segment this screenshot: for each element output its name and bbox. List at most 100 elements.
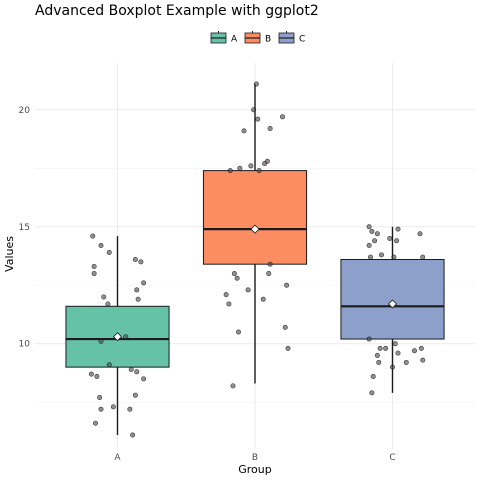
legend-key-C: C [278,31,305,45]
data-point [256,168,262,174]
data-point [378,252,384,258]
data-point [101,294,107,300]
box-B [202,84,308,384]
data-point [369,228,375,234]
data-point [223,292,229,298]
data-point [132,257,138,263]
data-point [417,231,423,237]
data-point [128,366,134,372]
data-point [130,432,136,438]
x-axis-title: Group [238,463,272,476]
data-point [420,254,426,260]
y-tick-label: 20 [19,106,31,116]
data-point [241,128,247,134]
data-point [141,280,147,286]
data-point [372,238,378,244]
data-point [395,350,401,356]
data-point [141,376,147,382]
legend-label: C [299,35,305,45]
legend-label: A [231,35,238,45]
data-point [134,369,140,375]
data-point [420,357,426,363]
data-point [138,259,144,265]
data-point [267,126,273,132]
box-A [65,236,170,435]
data-point [366,242,372,248]
data-point [366,224,372,230]
data-point [234,275,240,281]
data-point [411,348,417,354]
data-point [94,373,100,379]
mean-marker [250,224,260,234]
data-point [236,329,242,335]
mean-marker [387,299,398,309]
legend: A B C [210,31,305,45]
data-point [264,158,270,164]
data-point [245,287,251,293]
data-point [91,264,97,270]
data-point [98,406,104,412]
y-tick-label: 15 [19,223,30,233]
axis-ticks: 10 15 20 A B C [19,106,396,463]
data-point [105,301,111,307]
data-point [367,254,373,260]
legend-key-A: A [210,31,238,45]
data-point [282,324,288,330]
data-point [134,287,140,293]
data-point [98,242,104,248]
boxes [65,84,445,435]
data-point [387,235,393,241]
x-tick-label: C [389,453,395,463]
data-point [90,233,96,239]
data-point [97,395,103,401]
data-point [127,406,133,412]
box-body [202,170,308,265]
data-point [403,359,409,365]
x-tick-label: B [252,453,258,463]
jitter-points [88,81,426,438]
data-point [88,371,94,377]
data-point [248,163,254,169]
x-tick-label: A [114,453,121,463]
box-C [340,226,445,393]
data-point [91,271,97,277]
data-point [369,390,375,396]
data-point [98,338,104,344]
data-point [285,345,291,351]
y-tick-label: 10 [19,340,31,350]
data-point [266,271,272,277]
data-point [284,282,290,288]
data-point [110,404,116,410]
legend-key-B: B [244,31,271,45]
data-point [395,226,401,232]
data-point [389,364,395,370]
data-point [366,336,372,342]
data-point [394,238,400,244]
data-point [267,261,273,267]
y-axis-title: Values [3,236,16,272]
data-point [392,341,398,347]
data-point [418,345,424,351]
legend-label: B [265,35,271,45]
data-point [376,359,382,365]
data-point [93,420,99,426]
data-point [230,383,236,389]
data-point [226,301,232,307]
chart-title: Advanced Boxplot Example with ggplot2 [35,3,319,19]
data-point [374,231,380,237]
mean-marker [112,332,123,342]
data-point [253,81,259,87]
data-point [391,254,397,260]
data-point [106,249,112,255]
data-point [374,352,380,358]
data-point [260,296,266,302]
data-point [123,334,129,340]
mean-markers [112,224,398,342]
box-body [340,259,445,340]
data-point [231,271,237,277]
data-point [106,362,112,368]
data-point [251,107,257,113]
data-point [383,345,389,351]
data-point [237,165,243,171]
